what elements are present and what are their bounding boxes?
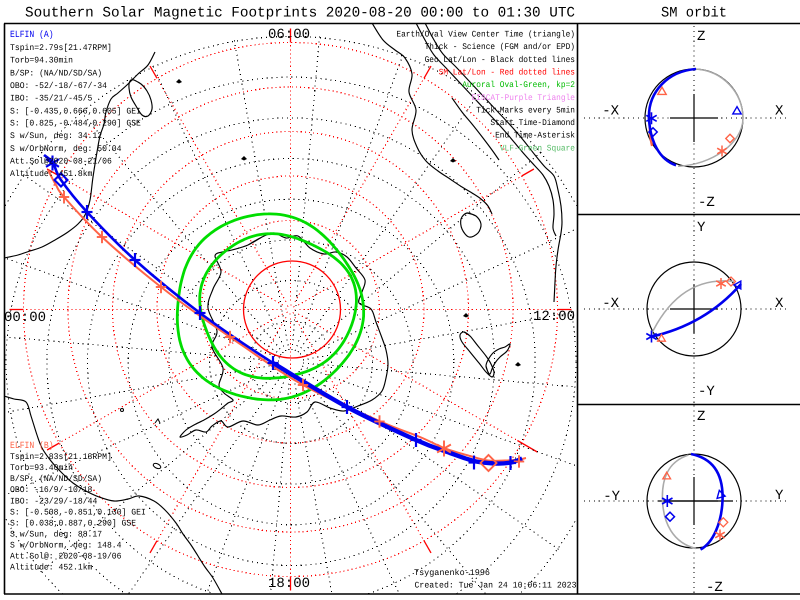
svg-text:S: [0.825,-0.484,0.290] GSE: S: [0.825,-0.484,0.290] GSE xyxy=(10,119,141,129)
svg-text:-Y: -Y xyxy=(603,489,620,505)
svg-text:12:00: 12:00 xyxy=(533,309,575,325)
svg-text:-Z: -Z xyxy=(698,195,715,211)
svg-text:S w/OrbNorm, deg: 148.4: S w/OrbNorm, deg: 148.4 xyxy=(10,540,122,550)
svg-text:B/SP: (NA/ND/SD/SA): B/SP: (NA/ND/SD/SA) xyxy=(10,69,102,79)
svg-text:OBO: -52/-18/-67/-34: OBO: -52/-18/-67/-34 xyxy=(10,81,107,91)
svg-text:ELFIN (A): ELFIN (A) xyxy=(10,29,54,40)
svg-text:Earth/Oval View Center Time (t: Earth/Oval View Center Time (triangle) xyxy=(396,30,575,40)
svg-text:-Y: -Y xyxy=(698,384,715,400)
svg-text:18:00: 18:00 xyxy=(268,576,310,592)
svg-text:IBO: -23/29/-18/44: IBO: -23/29/-18/44 xyxy=(10,496,97,506)
svg-text:OBO: -16/9/-10/18: OBO: -16/9/-10/18 xyxy=(10,485,92,495)
svg-text:B/SP: (NA/ND/SD/SA): B/SP: (NA/ND/SD/SA) xyxy=(10,474,102,484)
svg-text:Att.Sol@: 2020-08-19/06: Att.Sol@: 2020-08-19/06 xyxy=(10,552,122,562)
svg-text:Altitude: 451.8km: Altitude: 451.8km xyxy=(10,169,92,179)
svg-text:Torb=93.40min: Torb=93.40min xyxy=(10,463,73,473)
svg-text:X: X xyxy=(775,104,784,120)
svg-text:VLF-Green Square: VLF-Green Square xyxy=(500,143,575,153)
svg-text:X: X xyxy=(775,296,784,312)
svg-text:S: [-0.508,-0.851,0.130] GEI: S: [-0.508,-0.851,0.130] GEI xyxy=(10,507,146,517)
svg-text:Tick Marks every 5min: Tick Marks every 5min xyxy=(476,105,575,115)
svg-text:Altitude: 452.1km: Altitude: 452.1km xyxy=(10,563,92,573)
svg-text:IBO: -35/21/-45/5: IBO: -35/21/-45/5 xyxy=(10,94,92,104)
svg-text:Geo Lat/Lon - Black dotted lin: Geo Lat/Lon - Black dotted lines xyxy=(425,55,575,65)
svg-text:Y: Y xyxy=(775,488,784,504)
svg-text:Start Time-Diamond: Start Time-Diamond xyxy=(490,118,575,128)
svg-text:S w/Sun, deg: 88.17: S w/Sun, deg: 88.17 xyxy=(10,529,102,539)
svg-text:Southern Solar Magnetic Footpr: Southern Solar Magnetic Footprints 2020-… xyxy=(25,6,575,22)
svg-text:-Z: -Z xyxy=(706,580,723,596)
svg-text:Z: Z xyxy=(697,409,705,425)
svg-text:S w/Sun, deg: 34.12: S w/Sun, deg: 34.12 xyxy=(10,131,102,141)
svg-text:Thick - Science (FGM and/or EP: Thick - Science (FGM and/or EPD) xyxy=(425,42,575,52)
svg-text:06:00: 06:00 xyxy=(268,27,310,43)
svg-text:Tspin=2.83s[21.18RPM]: Tspin=2.83s[21.18RPM] xyxy=(10,452,112,462)
svg-text:SM Lat/Lon - Red dotted lines: SM Lat/Lon - Red dotted lines xyxy=(439,67,575,77)
svg-text:Z: Z xyxy=(697,29,705,45)
svg-text:SM orbit: SM orbit xyxy=(661,6,727,22)
svg-text:Tspin=2.79s[21.47RPM]: Tspin=2.79s[21.47RPM] xyxy=(10,43,112,53)
svg-text:Y: Y xyxy=(697,220,706,236)
svg-text:Torb=94.30min: Torb=94.30min xyxy=(10,56,73,66)
svg-text:Auroral Oval-Green, kp=2: Auroral Oval-Green, kp=2 xyxy=(462,80,575,90)
svg-text:Tsyganenko-1996: Tsyganenko-1996 xyxy=(414,568,490,578)
svg-text:ELFIN (B): ELFIN (B) xyxy=(10,440,54,451)
svg-text:S w/OrbNorm, deg: 50.04: S w/OrbNorm, deg: 50.04 xyxy=(10,144,122,154)
svg-text:S: [-0.435,0.666,0.605] GEI: S: [-0.435,0.666,0.605] GEI xyxy=(10,107,141,117)
svg-text:End Time-Asterisk: End Time-Asterisk xyxy=(495,131,575,141)
svg-text:EISCAT-Purple Triangle: EISCAT-Purple Triangle xyxy=(472,93,575,103)
svg-text:00:00: 00:00 xyxy=(4,310,46,326)
svg-text:S: [0.038,0.887,0.290] GSE: S: [0.038,0.887,0.290] GSE xyxy=(10,518,136,528)
svg-text:-X: -X xyxy=(602,104,619,120)
svg-text:-X: -X xyxy=(602,296,619,312)
svg-text:Att.Sol@2020-08-21/06: Att.Sol@2020-08-21/06 xyxy=(10,157,112,167)
svg-text:Created: Tue Jan 24 10:06:11 2: Created: Tue Jan 24 10:06:11 2023 xyxy=(415,581,577,591)
